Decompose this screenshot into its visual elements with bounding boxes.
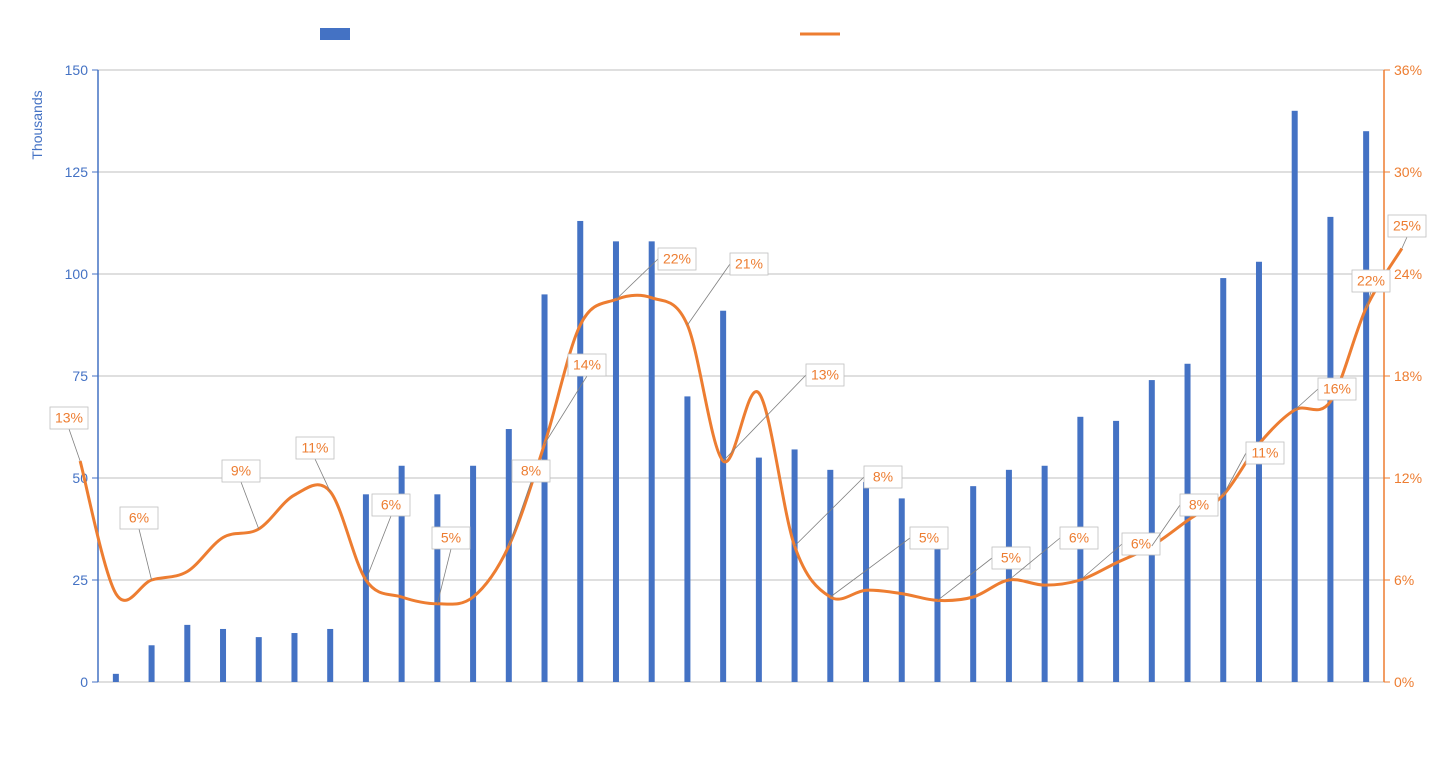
bar bbox=[1006, 470, 1012, 682]
bar bbox=[291, 633, 297, 682]
bar bbox=[506, 429, 512, 682]
bar bbox=[684, 396, 690, 682]
data-label-text: 14% bbox=[573, 357, 601, 373]
y1-tick-label: 100 bbox=[65, 266, 89, 282]
data-label-text: 5% bbox=[1001, 550, 1021, 566]
data-label-leader bbox=[1152, 505, 1180, 546]
data-label-text: 13% bbox=[55, 410, 83, 426]
data-label-text: 5% bbox=[919, 530, 939, 546]
bar bbox=[363, 494, 369, 682]
data-label-text: 25% bbox=[1393, 218, 1421, 234]
data-label-text: 21% bbox=[735, 256, 763, 272]
bar bbox=[1077, 417, 1083, 682]
bar bbox=[899, 498, 905, 682]
y1-tick-label: 0 bbox=[80, 674, 88, 690]
combo-chart: 0255075100125150Thousands0%6%12%18%24%30… bbox=[0, 0, 1440, 773]
data-label-text: 6% bbox=[129, 510, 149, 526]
data-label-text: 16% bbox=[1323, 381, 1351, 397]
bar bbox=[434, 494, 440, 682]
data-label-text: 6% bbox=[1131, 536, 1151, 552]
bar bbox=[184, 625, 190, 682]
bar bbox=[1149, 380, 1155, 682]
bar bbox=[577, 221, 583, 682]
data-label-leader bbox=[937, 558, 992, 600]
bar bbox=[1042, 466, 1048, 682]
y1-tick-label: 150 bbox=[65, 62, 89, 78]
bar bbox=[792, 449, 798, 682]
y2-tick-label: 0% bbox=[1394, 674, 1414, 690]
data-label-leader bbox=[509, 482, 531, 546]
y2-tick-label: 12% bbox=[1394, 470, 1422, 486]
data-label-leader bbox=[241, 482, 259, 529]
bar bbox=[220, 629, 226, 682]
data-label-text: 5% bbox=[441, 530, 461, 546]
bar bbox=[1256, 262, 1262, 682]
data-label-text: 22% bbox=[1357, 273, 1385, 289]
bar bbox=[649, 241, 655, 682]
data-label-text: 8% bbox=[1189, 497, 1209, 513]
y2-tick-label: 6% bbox=[1394, 572, 1414, 588]
bar bbox=[863, 482, 869, 682]
bar bbox=[970, 486, 976, 682]
data-label-text: 8% bbox=[521, 463, 541, 479]
bar bbox=[827, 470, 833, 682]
bar bbox=[256, 637, 262, 682]
data-label-text: 11% bbox=[1252, 445, 1279, 461]
y1-tick-label: 75 bbox=[72, 368, 88, 384]
data-label-text: 6% bbox=[1069, 530, 1089, 546]
bar bbox=[1220, 278, 1226, 682]
y1-tick-label: 25 bbox=[72, 572, 88, 588]
line-series bbox=[80, 249, 1402, 605]
data-label-leader bbox=[69, 429, 80, 461]
data-label-text: 9% bbox=[231, 463, 251, 479]
data-label-text: 11% bbox=[302, 440, 329, 456]
y1-tick-label: 125 bbox=[65, 164, 89, 180]
bar bbox=[934, 527, 940, 682]
y2-tick-label: 18% bbox=[1394, 368, 1422, 384]
data-label-leader bbox=[139, 529, 152, 580]
data-label-leader bbox=[1295, 389, 1318, 410]
data-label-leader bbox=[366, 516, 391, 580]
y2-tick-label: 30% bbox=[1394, 164, 1422, 180]
bar bbox=[542, 294, 548, 682]
bar bbox=[1363, 131, 1369, 682]
bar bbox=[1327, 217, 1333, 682]
data-label-leader bbox=[1402, 237, 1407, 249]
bar bbox=[149, 645, 155, 682]
y1-axis-title: Thousands bbox=[29, 90, 45, 159]
bar bbox=[1292, 111, 1298, 682]
bar bbox=[613, 241, 619, 682]
bar bbox=[720, 311, 726, 682]
legend-bar-swatch bbox=[320, 28, 350, 40]
data-label-text: 6% bbox=[381, 497, 401, 513]
bar bbox=[756, 458, 762, 682]
data-label-text: 8% bbox=[873, 469, 893, 485]
data-label-leader bbox=[723, 375, 806, 461]
bar bbox=[470, 466, 476, 682]
data-label-text: 13% bbox=[811, 367, 839, 383]
bar bbox=[113, 674, 119, 682]
y2-tick-label: 36% bbox=[1394, 62, 1422, 78]
data-label-leader bbox=[1223, 453, 1246, 495]
y2-tick-label: 24% bbox=[1394, 266, 1422, 282]
data-label-leader bbox=[830, 538, 910, 597]
data-label-text: 22% bbox=[663, 251, 691, 267]
bar bbox=[327, 629, 333, 682]
